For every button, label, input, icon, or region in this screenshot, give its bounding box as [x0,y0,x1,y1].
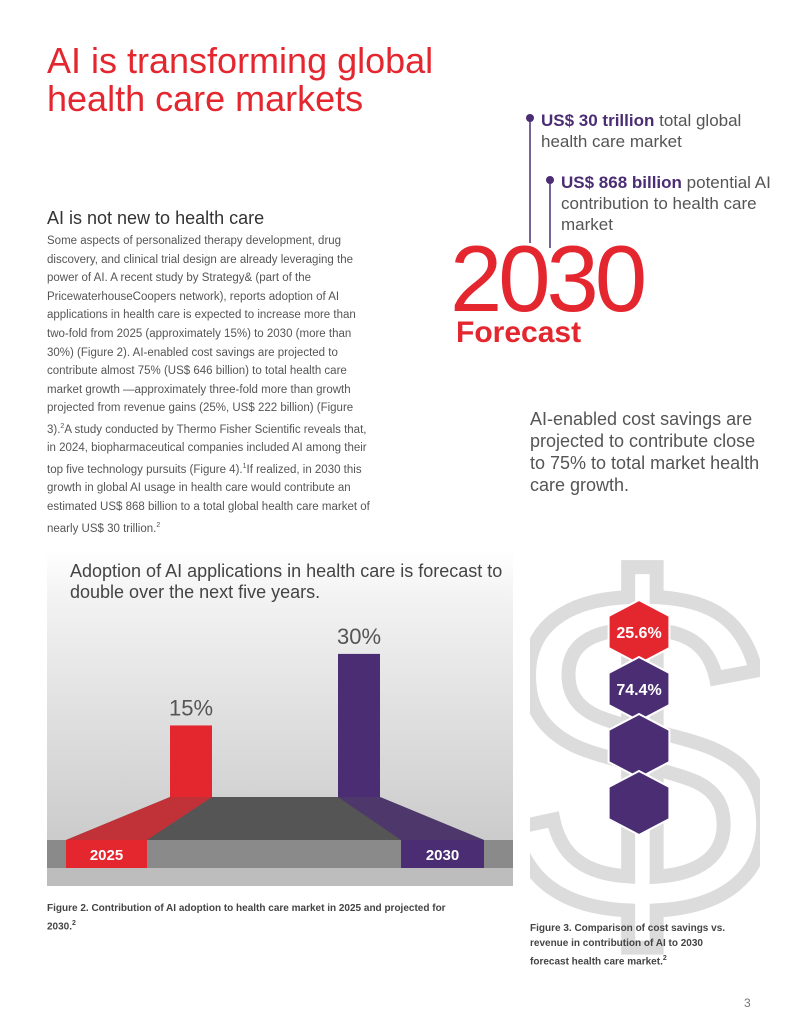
value-label: 30% [337,624,381,649]
callout-text: potential AI contribution to health care… [561,173,771,234]
callout-text: total global health care market [541,111,742,151]
figure-3: $ 25.6%74.4% [530,520,760,960]
caption-text: Figure 2. Contribution of AI adoption to… [47,903,446,933]
callout: US$ 30 trillion total global health care… [541,110,771,152]
body-text: If realized, in 2030 this growth in glob… [47,463,370,535]
body-text: Some aspects of personalized therapy dev… [47,235,356,436]
figure-title: Adoption of AI applications in health ca… [70,561,503,602]
figure-2: 15% 2025 30% 2030 [47,550,513,886]
bar [170,725,212,797]
section-body: Some aspects of personalized therapy dev… [47,232,377,538]
footnote: 2 [60,422,65,430]
category-box [66,840,147,868]
bar-shadow [338,797,484,840]
footnote: 2 [72,920,76,927]
highlight-text: AI-enabled cost savings are projected to… [530,409,760,495]
forecast-year: 2030 [450,226,647,331]
body-text: A study conducted by Thermo Fisher Scien… [47,423,367,476]
caption-text: Figure 3. Comparison of cost savings vs.… [530,923,726,968]
category-box [401,840,484,868]
category-label: 2025 [90,847,123,864]
value-label: 15% [169,695,213,720]
footnote: 1 [242,462,247,470]
callout-value: US$ 868 billion [561,173,682,192]
section-heading: AI is not new to health care [47,208,265,228]
page-number: 3 [744,996,751,1010]
bar [338,653,380,797]
category-label: 2030 [426,847,459,864]
hexagon [607,769,671,837]
bar-shadow [66,797,212,840]
figure-caption: Figure 2. Contribution of AI adoption to… [47,901,467,934]
value-label: 74.4% [616,682,661,699]
callout: US$ 868 billion potential AI contributio… [561,172,776,235]
footnote: 2 [662,955,667,962]
callout-value: US$ 30 trillion [541,111,655,130]
figure-caption: Figure 3. Comparison of cost savings vs.… [530,921,740,969]
value-label: 25.6% [616,625,661,642]
footnote: 2 [156,521,161,529]
hexagon-group [607,655,671,837]
page-title: AI is transforming global health care ma… [47,40,434,119]
callout-lines [526,114,554,248]
forecast-label: Forecast [456,316,582,349]
